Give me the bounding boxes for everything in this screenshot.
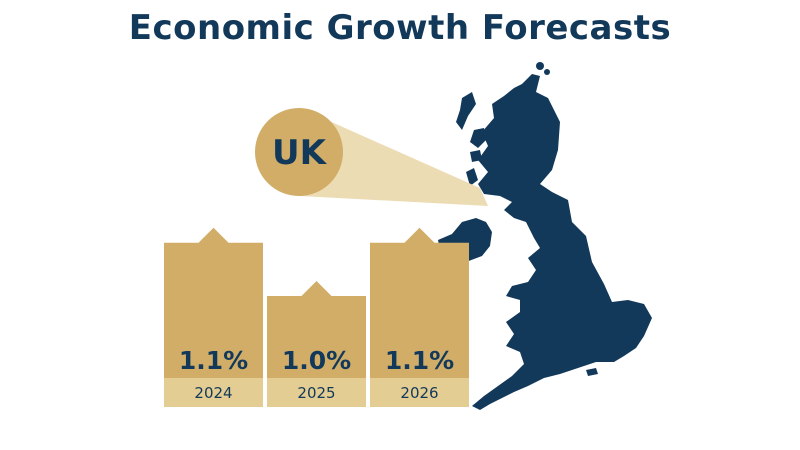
region-circle	[255, 108, 343, 196]
bar-value-label: 1.0%	[282, 346, 351, 375]
bar-2026	[370, 227, 469, 378]
bar-2024	[164, 227, 263, 378]
callout-beam	[300, 108, 488, 206]
bar-value-label: 1.1%	[179, 346, 248, 375]
page-title: Economic Growth Forecasts	[128, 8, 672, 48]
region-label: UK	[272, 133, 328, 173]
mull-shape	[470, 150, 482, 162]
bar-2025	[267, 281, 366, 378]
region-callout: UK	[255, 108, 343, 196]
isle-of-wight-shape	[586, 368, 598, 376]
bar-label-band	[164, 378, 263, 407]
bar-category-label: 2024	[194, 384, 232, 402]
islay-shape	[466, 168, 478, 186]
skye-shape	[470, 128, 486, 148]
orkney-island	[536, 62, 544, 70]
great-britain-shape	[472, 74, 652, 410]
bar-label-band	[267, 378, 366, 407]
hebrides-shape	[456, 92, 476, 130]
uk-map-icon	[438, 62, 652, 410]
bar-chart: 1.1% 2024 1.0% 2025 1.1% 2026	[164, 227, 469, 407]
bar-category-label: 2025	[297, 384, 335, 402]
orkney-island	[544, 69, 550, 75]
bar-value-label: 1.1%	[385, 346, 454, 375]
bar-category-label: 2026	[400, 384, 438, 402]
bar-label-band	[370, 378, 469, 407]
